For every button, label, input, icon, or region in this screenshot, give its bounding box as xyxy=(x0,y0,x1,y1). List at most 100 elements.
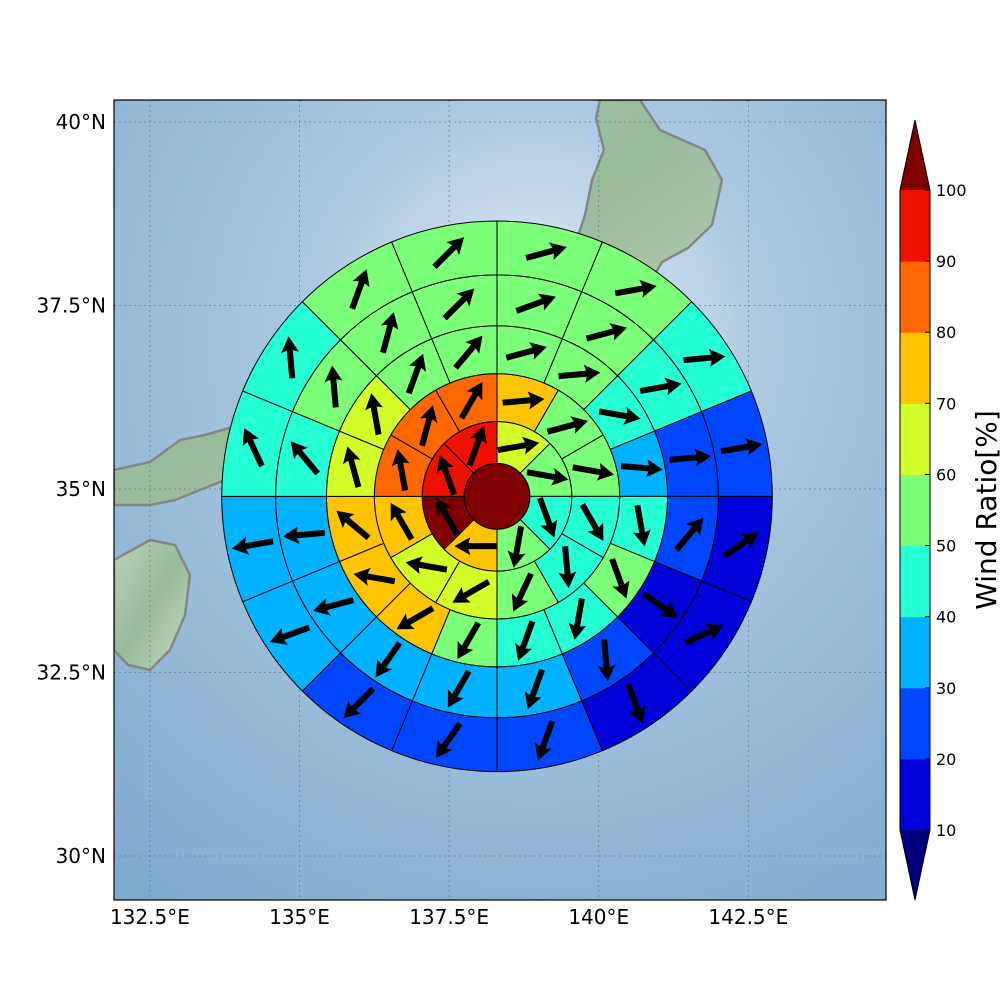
map-frame xyxy=(113,99,887,901)
wind-arrow xyxy=(502,391,545,410)
wind-arrow-shape xyxy=(720,437,763,456)
wind-arrow xyxy=(281,336,299,379)
colorbar-tick-label: 20 xyxy=(936,750,956,769)
wind-arrow-shape xyxy=(684,623,724,646)
wind-arrow xyxy=(511,572,534,612)
lat-tick-label: 35°N xyxy=(56,477,106,501)
colorbar-extend-under xyxy=(900,830,930,900)
wind-arrow xyxy=(380,312,399,354)
wind-arrow xyxy=(558,545,577,589)
wind-arrow-shape xyxy=(432,237,465,270)
wind-arrow-shape xyxy=(365,393,383,436)
wind-arrow-shape xyxy=(453,335,483,370)
wind-arrow xyxy=(436,455,457,496)
colorbar-tick-label: 70 xyxy=(936,394,956,413)
lon-tick-label: 132.5°E xyxy=(110,905,190,929)
wind-arrow xyxy=(342,446,362,488)
wind-arrow xyxy=(432,237,465,270)
wind-arrow xyxy=(454,537,497,556)
wind-arrow-shape xyxy=(534,720,556,761)
colorbar-band xyxy=(900,687,930,760)
wind-arrow xyxy=(632,504,651,547)
wind-arrow-shape xyxy=(524,668,545,710)
wind-arrow-shape xyxy=(380,312,399,354)
wind-arrow-shape xyxy=(436,455,457,496)
wind-arrow-shape xyxy=(342,446,362,488)
wind-arrow xyxy=(597,639,616,682)
wind-arrow-shape xyxy=(620,459,663,478)
wind-arrow-shape xyxy=(405,353,427,395)
wind-arrow xyxy=(598,407,641,425)
wind-arrow xyxy=(312,597,355,616)
colorbar-label: Wind Ratio[%] xyxy=(970,410,1000,610)
lat-tick-label: 40°N xyxy=(56,110,106,134)
colorbar: 10 20 30 40 50 60 70 80 90 100 xyxy=(899,119,967,901)
colorbar-tick-label: 100 xyxy=(936,181,967,200)
wind-arrow xyxy=(231,536,274,555)
wind-arrow xyxy=(290,441,320,476)
wind-arrow xyxy=(614,279,657,298)
colorbar-tick-label: 10 xyxy=(936,821,956,840)
wind-arrow-shape xyxy=(281,336,299,379)
wind-arrow-shape xyxy=(375,641,403,678)
colorbar-extend-over xyxy=(900,120,930,190)
wind-arrow-shape xyxy=(447,669,472,708)
wind-arrow-shape xyxy=(558,364,601,383)
wind-arrow-shape xyxy=(614,279,657,298)
wind-arrow xyxy=(458,381,483,420)
wind-arrow xyxy=(524,668,545,710)
wind-arrow xyxy=(436,497,460,536)
wind-arrow xyxy=(620,459,663,478)
wind-arrow-shape xyxy=(353,567,396,586)
wind-arrow xyxy=(396,605,435,630)
wind-arrow xyxy=(534,720,556,761)
wind-arrow xyxy=(391,449,410,491)
wind-arrow-shape xyxy=(515,620,536,661)
wind-arrow-shape xyxy=(515,293,556,314)
wind-arrow-shape xyxy=(282,526,325,545)
wind-arrow xyxy=(375,641,403,678)
arrow-layer xyxy=(231,237,763,761)
wind-arrow-shape xyxy=(390,502,415,541)
wind-arrow-shape xyxy=(502,391,545,410)
wind-arrow-shape xyxy=(324,365,343,408)
wind-arrow-shape xyxy=(525,242,567,261)
wind-arrow-shape xyxy=(452,579,491,603)
wind-arrow-shape xyxy=(598,407,641,425)
wind-arrow xyxy=(242,427,265,468)
colorbar-tick-label: 80 xyxy=(936,323,956,342)
wind-arrow xyxy=(572,462,615,481)
wind-arrow-shape xyxy=(526,467,569,486)
wind-arrow-shape xyxy=(505,342,547,361)
colorbar-band xyxy=(900,758,930,831)
wind-arrow xyxy=(405,353,427,395)
lon-tick-label: 135°E xyxy=(269,905,330,929)
wind-arrow xyxy=(546,416,589,435)
wind-arrow-shape xyxy=(419,405,438,447)
wind-arrow-shape xyxy=(683,348,726,367)
wind-arrow xyxy=(683,348,726,367)
wind-arrow xyxy=(525,242,567,261)
wind-arrow-shape xyxy=(641,591,678,618)
wind-arrow-shape xyxy=(632,504,651,547)
wind-arrow xyxy=(579,503,604,541)
colorbar-tick-label: 90 xyxy=(936,252,956,271)
wind-arrow-shape xyxy=(436,497,460,536)
wind-arrow xyxy=(568,598,587,640)
lon-tick-label: 140°E xyxy=(568,905,629,929)
wind-arrow-shape xyxy=(609,557,630,599)
wind-arrow xyxy=(269,624,311,645)
lon-tick-label: 142.5°E xyxy=(708,905,788,929)
wind-arrow xyxy=(625,683,646,724)
wind-arrow xyxy=(674,517,704,552)
wind-arrow-shape xyxy=(242,427,265,468)
wind-arrow-shape xyxy=(312,597,355,616)
wind-arrow xyxy=(452,579,491,603)
colorbar-band xyxy=(900,261,930,333)
wind-arrow xyxy=(609,557,630,599)
lat-tick-label: 30°N xyxy=(56,844,106,868)
wind-arrow-shape xyxy=(269,624,311,645)
wind-arrow xyxy=(405,556,448,574)
wind-arrow xyxy=(558,364,601,383)
